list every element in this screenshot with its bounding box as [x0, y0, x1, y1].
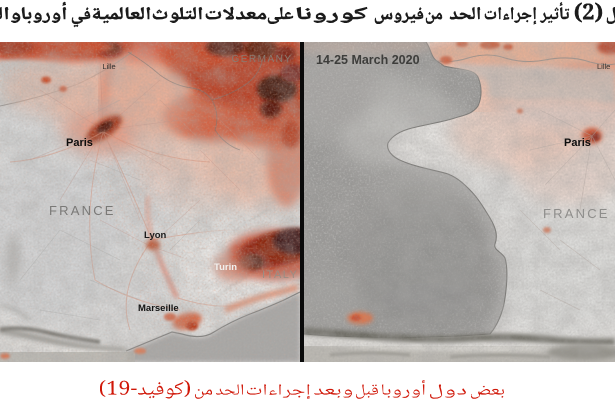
svg-text:Lyon: Lyon	[144, 230, 167, 241]
svg-text:Paris: Paris	[66, 137, 93, 149]
svg-text:ITALY: ITALY	[262, 269, 298, 281]
svg-text:Lille: Lille	[102, 62, 115, 71]
svg-text:FRANCE: FRANCE	[543, 206, 610, 221]
svg-text:Turin: Turin	[214, 262, 237, 273]
svg-text:FRANCE: FRANCE	[49, 203, 116, 218]
svg-text:Paris: Paris	[564, 137, 591, 149]
svg-text:Marseille: Marseille	[138, 303, 179, 314]
svg-text:14-25 March 2020: 14-25 March 2020	[316, 53, 420, 67]
svg-text:GERMANY: GERMANY	[231, 54, 292, 65]
svg-text:Lille: Lille	[597, 62, 610, 71]
